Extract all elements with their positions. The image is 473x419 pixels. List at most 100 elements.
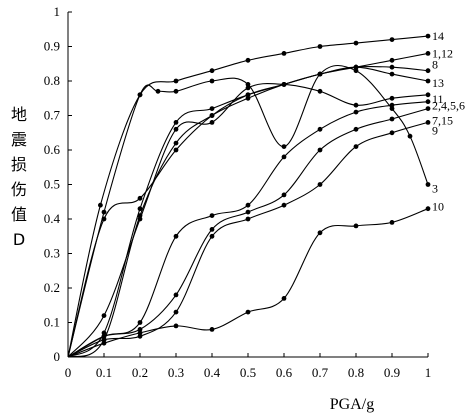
data-point (101, 337, 107, 343)
series-line (67, 52, 429, 358)
data-point (353, 109, 359, 115)
data-point (281, 202, 287, 208)
data-point (173, 140, 179, 146)
y-tick-label: 0.6 (44, 142, 61, 157)
series-line (67, 64, 429, 358)
data-point (209, 68, 215, 74)
data-point (425, 120, 431, 125)
x-tick-label: 1 (425, 365, 432, 380)
series-label: 13 (432, 76, 444, 90)
data-point (155, 88, 161, 94)
data-point (137, 206, 143, 212)
data-point (353, 223, 359, 229)
data-point (209, 106, 215, 111)
y-tick-label: 0.8 (44, 73, 60, 88)
data-point (353, 68, 359, 74)
data-point (173, 120, 179, 125)
data-point (425, 206, 431, 212)
data-point (281, 192, 287, 198)
data-point (245, 92, 251, 98)
data-point (317, 88, 323, 94)
x-tick-label: 0.9 (384, 365, 400, 380)
data-point (137, 216, 143, 222)
data-point (353, 64, 359, 70)
data-point (407, 133, 413, 139)
series-label: 10 (432, 200, 444, 214)
y-tick-label: 0.2 (44, 280, 60, 295)
x-tick-label: 0 (65, 365, 72, 380)
data-point (209, 113, 215, 118)
data-point (389, 37, 395, 42)
data-point (281, 296, 287, 301)
x-tick-label: 0.8 (348, 365, 364, 380)
data-point (245, 216, 251, 222)
data-point (173, 147, 179, 153)
data-point (173, 233, 179, 239)
y-axis-label-char: 值 (11, 205, 27, 224)
data-point (389, 106, 395, 111)
series-10 (67, 206, 431, 358)
data-point (173, 323, 179, 329)
x-tick-label: 0.1 (96, 365, 112, 380)
data-point (317, 182, 323, 187)
axes: 0 0.1 0.2 0.3 0.4 0.5 0.6 0.7 0.8 0.9 1 0 0.1 0.2 0.3 0… (44, 4, 432, 380)
data-point (281, 51, 287, 56)
data-point (209, 213, 215, 219)
data-point (101, 330, 107, 336)
data-point (101, 209, 107, 215)
series-3 (67, 64, 431, 358)
y-tick-label: 1 (54, 4, 61, 19)
y-axis-label-char: 伤 (11, 180, 27, 199)
data-point (245, 57, 251, 63)
x-tick-label: 0.7 (312, 365, 329, 380)
series-line (67, 35, 429, 358)
x-axis-label: PGA/g (330, 396, 374, 413)
data-point (425, 106, 431, 111)
data-point (353, 40, 359, 46)
data-point (98, 202, 103, 208)
series-label: 2,4,5,6 (432, 99, 465, 113)
data-point (209, 78, 215, 84)
y-tick-label: 0.4 (44, 211, 61, 226)
data-point (317, 126, 323, 132)
series-line (67, 66, 429, 358)
data-point (425, 51, 431, 56)
data-point (389, 116, 395, 122)
data-point (245, 202, 251, 208)
x-tick-label: 0.4 (204, 365, 221, 380)
data-point (389, 71, 395, 77)
y-tick-label: 0 (54, 349, 61, 364)
series-label: 14 (432, 29, 444, 43)
data-point (425, 78, 431, 84)
data-point (245, 309, 251, 315)
series-label: 11 (432, 92, 444, 106)
data-point (353, 144, 359, 150)
data-point (137, 195, 143, 201)
data-point (245, 85, 251, 91)
data-point (245, 209, 251, 215)
data-point (137, 330, 143, 336)
series-layer (67, 33, 431, 358)
data-point (389, 220, 395, 225)
x-tick-label: 0.6 (276, 365, 293, 380)
data-point (425, 182, 431, 187)
data-point (317, 147, 323, 153)
x-tick-label: 0.5 (240, 365, 256, 380)
data-point (209, 233, 215, 239)
y-axis-label-char: 损 (11, 155, 27, 174)
x-tick-label: 0.3 (168, 365, 184, 380)
series-7-15 (67, 106, 431, 358)
data-point (209, 120, 215, 125)
data-point (209, 327, 215, 332)
x-tick-label: 0.2 (132, 365, 148, 380)
data-point (173, 88, 179, 94)
data-point (389, 95, 395, 101)
data-point (389, 130, 395, 136)
data-point (389, 57, 395, 63)
data-point (101, 340, 107, 346)
data-point (317, 44, 323, 49)
data-point (173, 126, 179, 132)
